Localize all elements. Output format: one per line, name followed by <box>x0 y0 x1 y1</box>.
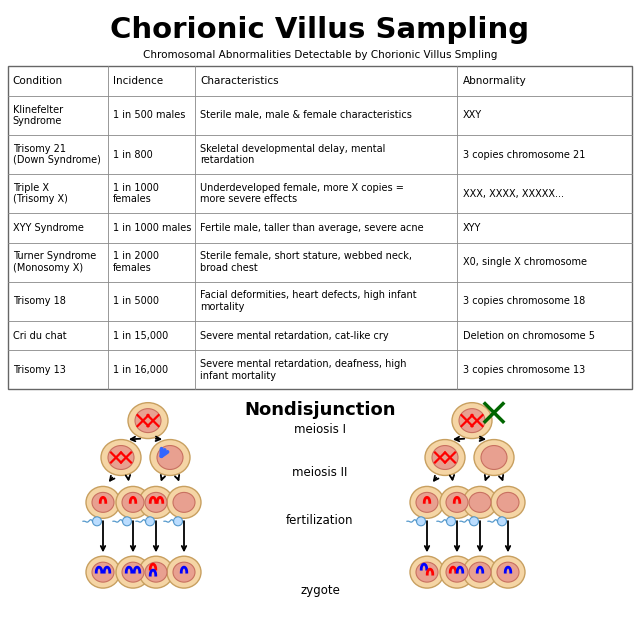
Text: 3 copies chromosome 21: 3 copies chromosome 21 <box>463 149 585 159</box>
Circle shape <box>470 517 479 526</box>
Text: XYY Syndrome: XYY Syndrome <box>13 223 84 233</box>
Circle shape <box>173 517 182 526</box>
Circle shape <box>497 517 506 526</box>
Ellipse shape <box>425 440 465 476</box>
Ellipse shape <box>432 446 458 469</box>
Text: 3 copies chromosome 18: 3 copies chromosome 18 <box>463 296 585 306</box>
Text: Deletion on chromosome 5: Deletion on chromosome 5 <box>463 330 595 340</box>
Text: Facial deformities, heart defects, high infant
mortality: Facial deformities, heart defects, high … <box>200 290 417 312</box>
Ellipse shape <box>463 556 497 588</box>
Text: 3 copies chromosome 13: 3 copies chromosome 13 <box>463 365 585 375</box>
Text: 1 in 800: 1 in 800 <box>113 149 152 159</box>
Ellipse shape <box>92 562 114 582</box>
Ellipse shape <box>173 492 195 512</box>
Text: 1 in 2000
females: 1 in 2000 females <box>113 251 159 273</box>
Ellipse shape <box>446 562 468 582</box>
Text: Chromosomal Abnormalities Detectable by Chorionic Villus Smpling: Chromosomal Abnormalities Detectable by … <box>143 50 497 60</box>
Circle shape <box>122 517 131 526</box>
Circle shape <box>447 517 456 526</box>
Text: Nondisjunction: Nondisjunction <box>244 401 396 419</box>
Text: Fertile male, taller than average, severe acne: Fertile male, taller than average, sever… <box>200 223 424 233</box>
Ellipse shape <box>92 492 114 512</box>
Ellipse shape <box>452 402 492 438</box>
Text: meiosis I: meiosis I <box>294 423 346 436</box>
Text: 1 in 1000 males: 1 in 1000 males <box>113 223 191 233</box>
Text: 1 in 500 males: 1 in 500 males <box>113 110 185 120</box>
Circle shape <box>93 517 102 526</box>
Text: Condition: Condition <box>13 76 63 86</box>
Ellipse shape <box>139 487 173 518</box>
Text: Cri du chat: Cri du chat <box>13 330 67 340</box>
Ellipse shape <box>86 487 120 518</box>
Ellipse shape <box>446 492 468 512</box>
Ellipse shape <box>139 556 173 588</box>
Ellipse shape <box>491 556 525 588</box>
Ellipse shape <box>491 487 525 518</box>
Text: meiosis II: meiosis II <box>292 466 348 479</box>
Ellipse shape <box>469 562 491 582</box>
Text: Klinefelter
Syndrome: Klinefelter Syndrome <box>13 105 63 126</box>
Text: fertilization: fertilization <box>286 514 354 527</box>
Ellipse shape <box>116 556 150 588</box>
Ellipse shape <box>167 487 201 518</box>
Text: 1 in 15,000: 1 in 15,000 <box>113 330 168 340</box>
Ellipse shape <box>145 562 167 582</box>
Ellipse shape <box>122 492 144 512</box>
Ellipse shape <box>135 409 161 433</box>
Ellipse shape <box>416 562 438 582</box>
Text: XYY: XYY <box>463 223 481 233</box>
Text: Trisomy 21
(Down Syndrome): Trisomy 21 (Down Syndrome) <box>13 144 100 166</box>
Ellipse shape <box>469 492 491 512</box>
Ellipse shape <box>167 556 201 588</box>
Ellipse shape <box>86 556 120 588</box>
Text: 1 in 1000
females: 1 in 1000 females <box>113 183 159 205</box>
Text: Triple X
(Trisomy X): Triple X (Trisomy X) <box>13 183 68 205</box>
Bar <box>8 66 632 389</box>
Ellipse shape <box>128 402 168 438</box>
Circle shape <box>417 517 426 526</box>
Text: Sterile male, male & female characteristics: Sterile male, male & female characterist… <box>200 110 412 120</box>
Text: Severe mental retardation, deafness, high
infant mortality: Severe mental retardation, deafness, hig… <box>200 359 406 381</box>
Ellipse shape <box>497 492 519 512</box>
Circle shape <box>145 517 154 526</box>
Text: 1 in 5000: 1 in 5000 <box>113 296 159 306</box>
Text: Chorionic Villus Sampling: Chorionic Villus Sampling <box>111 16 529 43</box>
Ellipse shape <box>474 440 514 476</box>
Ellipse shape <box>150 440 190 476</box>
Text: Underdeveloped female, more X copies =
more severe effects: Underdeveloped female, more X copies = m… <box>200 183 404 205</box>
Text: XXY: XXY <box>463 110 482 120</box>
Text: XXX, XXXX, XXXXX...: XXX, XXXX, XXXXX... <box>463 188 564 198</box>
Text: Trisomy 13: Trisomy 13 <box>13 365 66 375</box>
Ellipse shape <box>410 487 444 518</box>
Ellipse shape <box>116 487 150 518</box>
Ellipse shape <box>410 556 444 588</box>
Ellipse shape <box>416 492 438 512</box>
Ellipse shape <box>101 440 141 476</box>
Ellipse shape <box>157 446 183 469</box>
Ellipse shape <box>440 556 474 588</box>
Text: X0, single X chromosome: X0, single X chromosome <box>463 257 586 267</box>
Text: zygote: zygote <box>300 583 340 596</box>
Text: Trisomy 18: Trisomy 18 <box>13 296 66 306</box>
Text: Sterile female, short stature, webbed neck,
broad chest: Sterile female, short stature, webbed ne… <box>200 251 412 273</box>
Ellipse shape <box>173 562 195 582</box>
Ellipse shape <box>145 492 167 512</box>
Text: Characteristics: Characteristics <box>200 76 279 86</box>
Text: 1 in 16,000: 1 in 16,000 <box>113 365 168 375</box>
Text: Skeletal developmental delay, mental
retardation: Skeletal developmental delay, mental ret… <box>200 144 385 166</box>
Ellipse shape <box>463 487 497 518</box>
Text: Abnormality: Abnormality <box>463 76 526 86</box>
Text: Incidence: Incidence <box>113 76 163 86</box>
Ellipse shape <box>497 562 519 582</box>
Ellipse shape <box>440 487 474 518</box>
Text: Turner Syndrome
(Monosomy X): Turner Syndrome (Monosomy X) <box>13 251 96 273</box>
Ellipse shape <box>481 446 507 469</box>
Text: Severe mental retardation, cat-like cry: Severe mental retardation, cat-like cry <box>200 330 389 340</box>
Ellipse shape <box>122 562 144 582</box>
Ellipse shape <box>459 409 485 433</box>
Ellipse shape <box>108 446 134 469</box>
